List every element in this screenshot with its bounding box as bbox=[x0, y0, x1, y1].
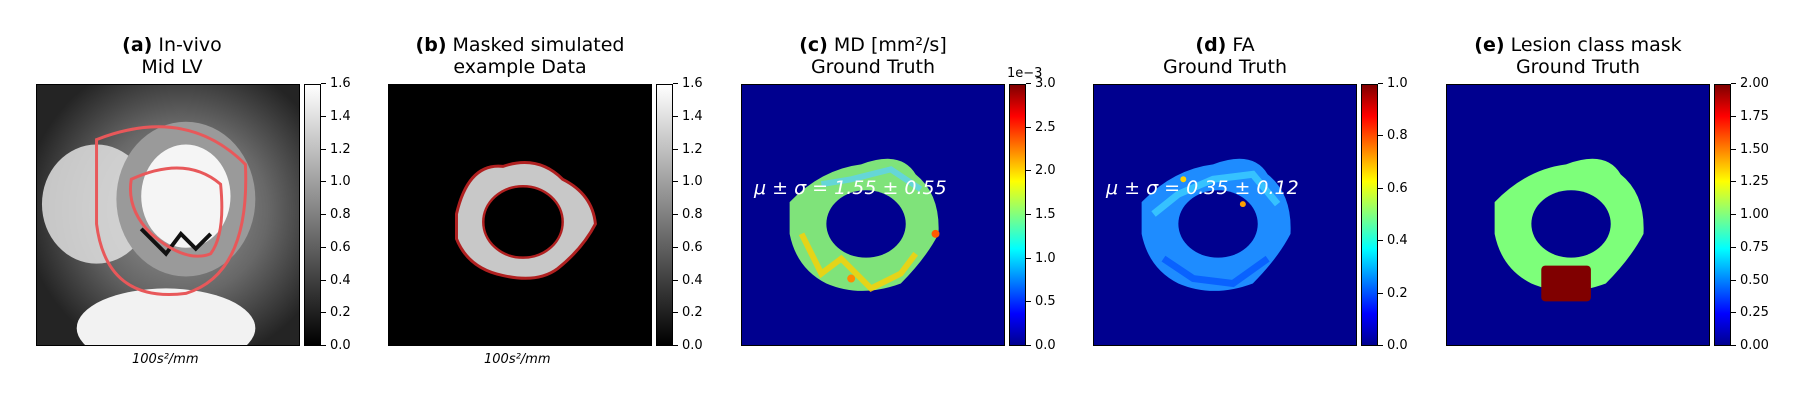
panel-e-colorbar-tick: 1.25 bbox=[1731, 175, 1769, 189]
panel-e: (e) Lesion class mask Ground Truth 0.00 0… bbox=[1410, 0, 1800, 400]
panel-a-colorbar-tick: 0.2 bbox=[321, 306, 351, 320]
panel-b-title-line2: example Data bbox=[453, 56, 587, 78]
panel-e-colorbar-tick: 0.00 bbox=[1731, 339, 1769, 353]
panel-d: (d) FA Ground Truth μ ± σ = 0.35 ± 0.12 … bbox=[1057, 0, 1427, 400]
panel-d-stat: μ ± σ = 0.35 ± 0.12 bbox=[1106, 177, 1299, 199]
panel-d-colorbar bbox=[1361, 84, 1378, 346]
panel-b-colorbar-ticks: 0.0 0.2 0.4 0.6 0.8 1.0 1.2 1.4 1.6 bbox=[673, 77, 733, 353]
panel-d-title-line2: Ground Truth bbox=[1162, 56, 1288, 78]
panel-a-label: (a) bbox=[122, 34, 153, 56]
panel-d-colorbar-tick: 0.0 bbox=[1378, 339, 1408, 353]
panel-e-colorbar-tick: 0.75 bbox=[1731, 240, 1769, 255]
panel-e-title-line2: Ground Truth bbox=[1515, 56, 1641, 78]
panel-d-title-text: FA bbox=[1226, 34, 1255, 56]
panel-e-colorbar-tick: 0.50 bbox=[1731, 273, 1769, 288]
panel-c-colorbar-ticks: 0.0 0.5 1.0 1.5 2.0 2.5 3.0 bbox=[1026, 77, 1086, 353]
panel-a-colorbar-tick: 1.0 bbox=[321, 175, 351, 189]
panel-b: (b) Masked simulated example Data 0.0 0.2… bbox=[352, 0, 712, 400]
panel-c-colorbar-tick: 1.5 bbox=[1026, 208, 1056, 222]
panel-a-colorbar-ticks: 0.0 0.2 0.4 0.6 0.8 1.0 1.2 1.4 1.6 bbox=[321, 77, 381, 353]
panel-b-colorbar-tick: 0.2 bbox=[673, 306, 703, 320]
panel-b-colorbar bbox=[656, 84, 673, 346]
panel-a-colorbar-tick: 1.6 bbox=[321, 77, 351, 91]
panel-c-colorbar-tick: 3.0 bbox=[1026, 77, 1056, 91]
panel-a-colorbar-tick: 1.2 bbox=[321, 142, 351, 157]
panel-b-title: (b) Masked simulated example Data bbox=[388, 34, 652, 78]
panel-c: (c) MD [mm²/s] Ground Truth μ ± σ = 1.55… bbox=[705, 0, 1075, 400]
panel-d-colorbar-ticks: 0.0 0.2 0.4 0.6 0.8 1.0 bbox=[1378, 77, 1438, 353]
panel-c-colorbar-tick: 0.5 bbox=[1026, 295, 1056, 309]
panel-a-title-line2: Mid LV bbox=[141, 56, 203, 78]
panel-a-colorbar-tick: 0.4 bbox=[321, 273, 351, 288]
panel-e-colorbar-ticks: 0.00 0.25 0.50 0.75 1.00 1.25 1.50 1.75 2.00 bbox=[1731, 77, 1791, 353]
panel-e-colorbar-tick: 0.25 bbox=[1731, 306, 1769, 320]
panel-b-label: (b) bbox=[415, 34, 447, 56]
panel-e-image bbox=[1446, 84, 1710, 346]
panel-c-image: μ ± σ = 1.55 ± 0.55 bbox=[741, 84, 1005, 346]
panel-b-xlabel: 100s²/mm bbox=[484, 352, 551, 367]
panel-b-colorbar-tick: 1.0 bbox=[673, 175, 703, 189]
panel-e-label: (e) bbox=[1474, 34, 1505, 56]
panel-d-image: μ ± σ = 0.35 ± 0.12 bbox=[1093, 84, 1357, 346]
panel-d-colorbar-tick: 0.2 bbox=[1378, 286, 1408, 301]
panel-e-colorbar-tick: 2.00 bbox=[1731, 77, 1769, 91]
panel-c-colorbar-tick: 2.0 bbox=[1026, 164, 1056, 178]
panel-c-colorbar-tick: 0.0 bbox=[1026, 339, 1056, 353]
panel-a-title-text: In-vivo bbox=[152, 34, 222, 56]
panel-b-colorbar-tick: 0.8 bbox=[673, 208, 703, 222]
panel-c-label: (c) bbox=[799, 34, 828, 56]
panel-e-colorbar-tick: 1.50 bbox=[1731, 142, 1769, 157]
panel-a-xlabel: 100s²/mm bbox=[132, 352, 199, 367]
panel-b-colorbar-tick: 0.6 bbox=[673, 240, 703, 255]
panel-d-label: (d) bbox=[1195, 34, 1227, 56]
panel-a-colorbar-tick: 1.4 bbox=[321, 109, 351, 124]
panel-d-title: (d) FA Ground Truth bbox=[1093, 34, 1357, 78]
panel-a-colorbar-tick: 0.6 bbox=[321, 240, 351, 255]
panel-a: (a) In-vivo Mid LV 0.0 0.2 0.4 0.6 0.8 1.0 1.2… bbox=[0, 0, 360, 400]
panel-c-title-text: MD [mm²/s] bbox=[827, 34, 947, 56]
panel-d-colorbar-tick: 0.6 bbox=[1378, 181, 1408, 196]
panel-a-colorbar bbox=[304, 84, 321, 346]
panel-b-image bbox=[388, 84, 652, 346]
panel-a-image bbox=[36, 84, 300, 346]
panel-e-colorbar-tick: 1.00 bbox=[1731, 208, 1769, 222]
panel-e-colorbar bbox=[1714, 84, 1731, 346]
panel-e-title-text: Lesion class mask bbox=[1504, 34, 1682, 56]
panel-b-colorbar-tick: 1.6 bbox=[673, 77, 703, 91]
panel-a-title: (a) In-vivo Mid LV bbox=[40, 34, 304, 78]
panel-c-title-line2: Ground Truth bbox=[810, 56, 936, 78]
panel-c-colorbar-tick: 2.5 bbox=[1026, 120, 1056, 135]
panel-c-colorbar-tick: 1.0 bbox=[1026, 251, 1056, 266]
panel-e-title: (e) Lesion class mask Ground Truth bbox=[1446, 34, 1710, 78]
panel-a-colorbar-tick: 0.8 bbox=[321, 208, 351, 222]
panel-d-colorbar-tick: 0.8 bbox=[1378, 129, 1408, 143]
panel-b-colorbar-tick: 1.4 bbox=[673, 109, 703, 124]
panel-a-colorbar-tick: 0.0 bbox=[321, 339, 351, 353]
panel-c-title: (c) MD [mm²/s] Ground Truth bbox=[741, 34, 1005, 78]
panel-e-colorbar-tick: 1.75 bbox=[1731, 109, 1769, 124]
panel-c-stat: μ ± σ = 1.55 ± 0.55 bbox=[754, 177, 947, 199]
panel-b-colorbar-tick: 1.2 bbox=[673, 142, 703, 157]
panel-b-colorbar-tick: 0.4 bbox=[673, 273, 703, 288]
panel-b-title-text: Masked simulated bbox=[446, 34, 625, 56]
panel-c-colorbar bbox=[1009, 84, 1026, 346]
panel-d-colorbar-tick: 1.0 bbox=[1378, 77, 1408, 91]
panel-b-colorbar-tick: 0.0 bbox=[673, 339, 703, 353]
panel-d-colorbar-tick: 0.4 bbox=[1378, 234, 1408, 248]
